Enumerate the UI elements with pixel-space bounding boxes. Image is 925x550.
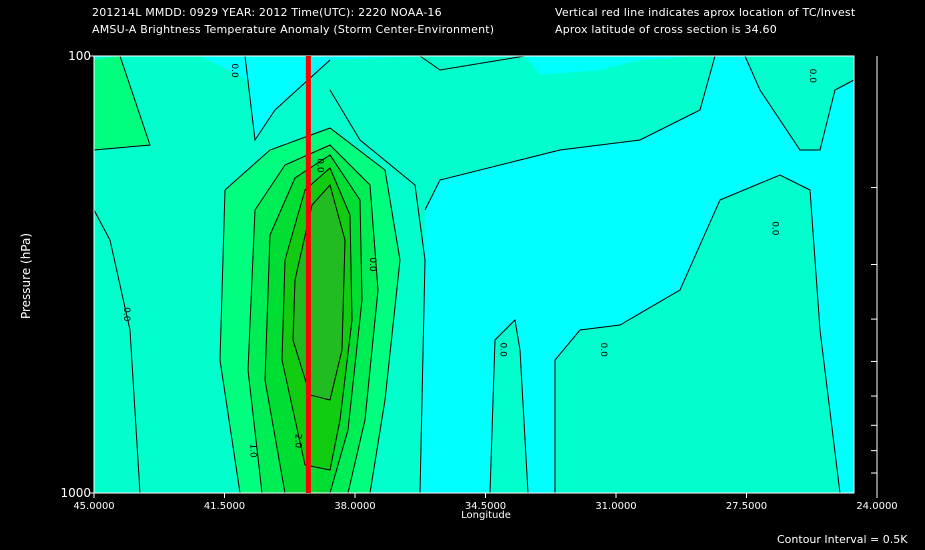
y-tick-label: 100 [68,49,91,63]
x-tick-label: 45.0000 [73,501,114,512]
contour-line [94,56,151,151]
header-note-latitude: Aprox latitude of cross section is 34.60 [555,23,777,36]
contour-interval-note: Contour Interval = 0.5K [777,533,908,546]
contour-line [292,183,346,401]
header-note-red-line: Vertical red line indicates aprox locati… [555,6,856,19]
contour-label: 0.0 [367,257,377,272]
region-mid-right [555,175,840,493]
contour-line [489,318,529,493]
region-mid-notch [490,320,528,493]
contour-label: 1.0 [248,443,258,458]
x-tick-label: 24.0000 [856,501,897,512]
x-tick-label: 31.0000 [595,501,636,512]
contour-label: 0.0 [770,221,780,236]
contour-line [329,89,426,493]
x-tick-label: 34.5000 [465,501,506,512]
contour-label: 0.0 [229,63,239,78]
x-tick-label: 41.5000 [204,501,245,512]
contour-labels: 0.0 0.0 0.0 0.0 0.0 0.0 0.0 0.0 1.0 2.0 [121,63,817,458]
region-mid-topright [745,56,854,150]
x-tick-label: 38.0000 [334,501,375,512]
x-axis: 45.0000 41.5000 38.0000 34.5000 31.0000 27.50… [73,493,898,512]
plot-frame [93,55,855,494]
contour-label: 0.0 [315,158,325,173]
contour-line [744,56,854,151]
region-low-topleft [200,56,250,80]
contour-line [424,56,716,211]
y-axis-label: Pressure (hPa) [19,232,33,320]
contour-lines [94,56,854,493]
contour-label: 0.0 [598,343,608,358]
chart-title: AMSU-A Brightness Temperature Anomaly (S… [92,23,495,36]
contour-line [94,209,141,493]
contour-label: 2.0 [292,434,302,449]
y-minor-ticks [871,187,877,474]
contour-line [281,167,353,471]
y-axis: 100 1000 [60,49,94,500]
contour-fill-layer [94,56,854,493]
contour-line [554,174,841,493]
contour-line [219,127,401,493]
contour-line [244,56,526,142]
contour-label: 0.0 [807,69,817,84]
contour-line [264,154,363,493]
header-line-1: 201214L MMDD: 0929 YEAR: 2012 Time(UTC):… [92,6,442,19]
y-tick-label: 1000 [60,486,91,500]
contour-line [247,144,379,493]
contour-label: 0.0 [497,343,507,358]
x-tick-label: 27.5000 [726,501,767,512]
contour-label: 0.0 [121,307,131,322]
region-level-1 [94,56,150,150]
x-axis-label: Longitude [461,510,511,521]
